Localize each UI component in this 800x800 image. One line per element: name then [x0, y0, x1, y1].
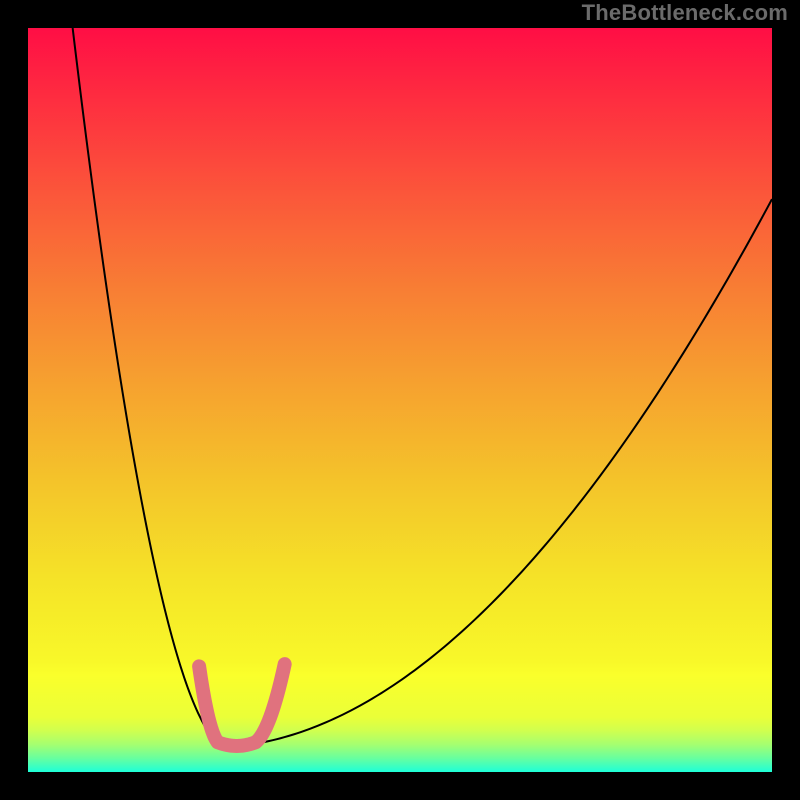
plot-area	[28, 28, 772, 772]
watermark-text: TheBottleneck.com	[582, 0, 788, 26]
gradient-background	[28, 28, 772, 772]
plot-svg	[28, 28, 772, 772]
chart-frame: TheBottleneck.com	[0, 0, 800, 800]
